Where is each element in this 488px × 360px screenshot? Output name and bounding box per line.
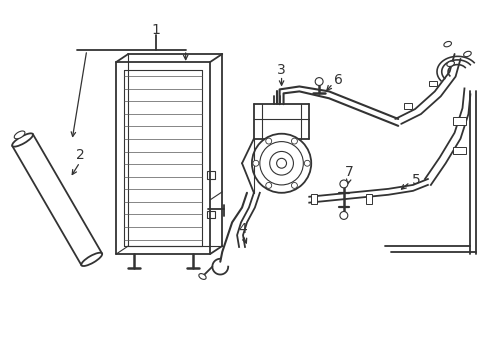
Text: 2: 2 [75,148,84,162]
Ellipse shape [199,274,206,279]
Circle shape [291,183,297,188]
Circle shape [265,138,271,144]
Ellipse shape [446,61,453,67]
Bar [404,103,411,109]
Bar [452,147,466,154]
Text: 7: 7 [344,165,352,179]
Circle shape [291,138,297,144]
Text: 3: 3 [277,63,285,77]
Text: 6: 6 [334,73,343,86]
Circle shape [252,160,258,166]
Text: 1: 1 [151,23,160,37]
Text: 4: 4 [238,222,247,236]
Circle shape [251,134,310,193]
Bar [207,211,215,219]
Bar [365,194,371,204]
Circle shape [265,183,271,188]
Circle shape [259,141,303,185]
Bar [428,81,436,86]
Circle shape [315,78,323,85]
Ellipse shape [14,131,25,139]
Circle shape [269,152,293,175]
Circle shape [339,180,347,188]
Ellipse shape [443,41,450,47]
Bar [310,194,317,204]
Text: 5: 5 [411,173,420,187]
Circle shape [304,160,309,166]
Circle shape [276,158,286,168]
Bar [207,171,215,179]
Circle shape [339,212,347,219]
Ellipse shape [81,253,102,266]
Ellipse shape [12,133,33,147]
Bar [452,117,466,125]
Ellipse shape [463,51,470,57]
